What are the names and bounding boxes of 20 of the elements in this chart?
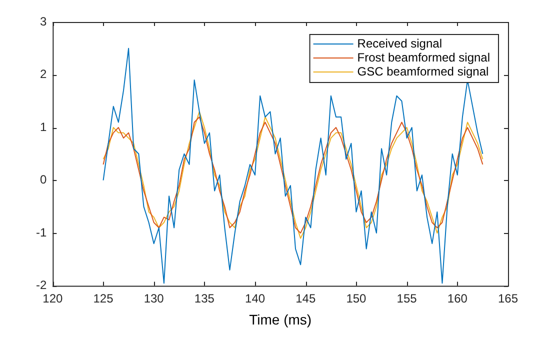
x-axis-title: Time (ms) bbox=[249, 311, 312, 328]
x-tick-label: 145 bbox=[296, 291, 316, 306]
x-tick-label: 140 bbox=[245, 291, 266, 306]
y-tick-label: -1 bbox=[36, 225, 47, 240]
legend-label: Frost beamformed signal bbox=[357, 50, 490, 64]
x-tick-label: 125 bbox=[93, 291, 114, 306]
x-tick-label: 150 bbox=[346, 291, 367, 306]
y-tick-label: 3 bbox=[40, 14, 47, 28]
x-tick-label: 135 bbox=[194, 291, 215, 306]
x-tick-label: 130 bbox=[144, 291, 164, 306]
legend-label: Received signal bbox=[357, 36, 442, 50]
x-tick-label: 165 bbox=[498, 291, 518, 306]
x-tick-label: 155 bbox=[396, 291, 418, 306]
y-tick-label: 0 bbox=[40, 172, 47, 187]
y-tick-label: -2 bbox=[36, 278, 47, 292]
y-tick-label: 1 bbox=[40, 120, 47, 134]
x-tick-label: 120 bbox=[42, 291, 63, 306]
x-tick-label: 160 bbox=[447, 291, 468, 306]
legend-label: GSC beamformed signal bbox=[357, 64, 489, 78]
y-tick-label: 2 bbox=[40, 67, 47, 82]
